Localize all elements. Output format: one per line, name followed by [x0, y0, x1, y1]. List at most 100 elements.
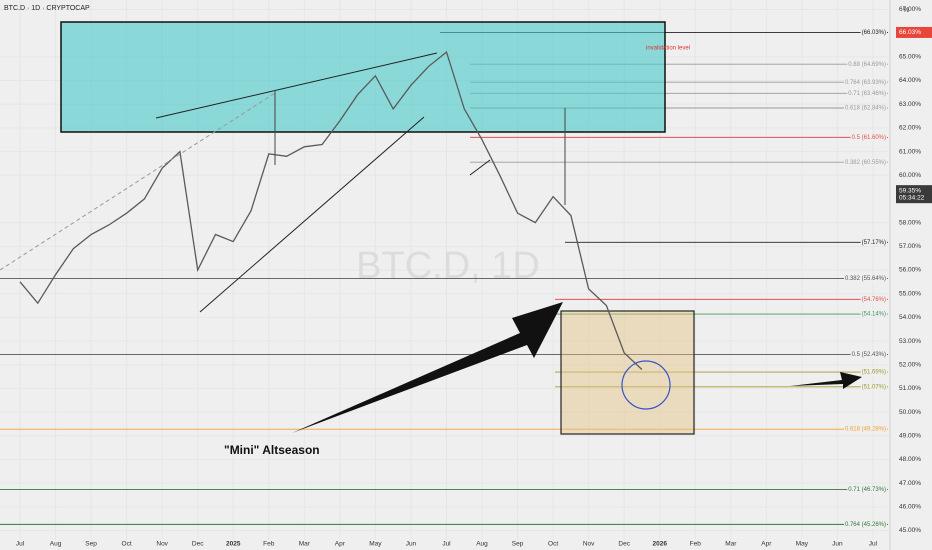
level-label: 0.764 (63.93%) — [845, 80, 886, 86]
price-label: 59.35% — [899, 187, 921, 194]
level-label: 0.618 (62.84%) — [845, 106, 886, 112]
level-label-bg — [843, 276, 887, 283]
x-tick-label: Dec — [618, 541, 630, 548]
level-label-bg — [847, 487, 887, 494]
level-label-bg — [850, 134, 887, 141]
x-tick-label: Oct — [122, 541, 132, 548]
y-tick-label: 46.00% — [899, 504, 921, 511]
level-label-bg — [843, 105, 887, 112]
price-label-box — [896, 185, 932, 204]
x-tick-label: Jul — [16, 541, 25, 548]
level-label-bg — [843, 426, 887, 433]
x-tick-label: 2026 — [652, 541, 667, 548]
x-tick-label: Nov — [156, 541, 168, 548]
price-label-box — [896, 26, 932, 38]
level-label: 0.618 (49.28%) — [845, 427, 886, 433]
resistance-box — [60, 21, 666, 133]
x-tick-label: Jul — [869, 541, 878, 548]
watermark: BTC.D, 1D — [356, 245, 540, 287]
arrow — [790, 372, 862, 389]
chart-title: BTC.D · 1D · CRYPTOCAP — [4, 5, 90, 12]
y-tick-label: 65.00% — [899, 54, 921, 61]
x-tick-label: Feb — [263, 541, 275, 548]
trend-line — [199, 116, 425, 313]
x-tick-label: Jul — [442, 541, 451, 548]
y-tick-label: 62.00% — [899, 125, 921, 132]
trend-line — [155, 52, 438, 119]
level-label: (54.14%) — [862, 312, 886, 318]
x-tick-label: Apr — [761, 541, 772, 548]
y-tick-label: 64.00% — [899, 77, 921, 84]
y-tick-label: 48.00% — [899, 456, 921, 463]
y-tick-label: 53.00% — [899, 338, 921, 345]
price-label: 66.03% — [899, 29, 921, 36]
x-tick-label: Jun — [406, 541, 417, 548]
x-tick-label: Apr — [335, 541, 346, 548]
y-tick-label: 47.00% — [899, 480, 921, 487]
x-tick-label: Nov — [583, 541, 595, 548]
levels: (66.03%) 0.88 (64.69%) 0.764 (63.93%) 0.71 … — [0, 30, 888, 528]
level-label: 0.88 (64.69%) — [848, 62, 886, 68]
x-tick-label: Oct — [548, 541, 558, 548]
y-tick-label: 61.00% — [899, 148, 921, 155]
y-tick-label: 60.00% — [899, 172, 921, 179]
y-tick-label: 56.00% — [899, 267, 921, 274]
level-label-bg — [843, 79, 887, 86]
x-tick-label: Mar — [725, 541, 737, 548]
level-label-bg — [860, 369, 887, 376]
y-tick-label: 49.00% — [899, 433, 921, 440]
x-tick-label: Mar — [299, 541, 311, 548]
y-tick-label: 57.00% — [899, 243, 921, 250]
annotation: invalidation level — [646, 46, 690, 52]
level-label: 0.5 (61.60%) — [852, 135, 886, 141]
grid — [0, 0, 890, 540]
y-tick-label: 45.00% — [899, 527, 921, 534]
level-label-bg — [847, 90, 887, 97]
unit-header: % — [903, 7, 909, 14]
level-label: 0.71 (63.46%) — [848, 91, 886, 97]
x-tick-label: May — [796, 541, 809, 548]
highlight-circle — [621, 360, 671, 410]
price-line — [19, 51, 643, 370]
level-label: (51.69%) — [862, 370, 886, 376]
level-label: 0.382 (55.64%) — [845, 276, 886, 282]
level-label: (51.07%) — [862, 384, 886, 390]
level-label-bg — [860, 384, 887, 391]
y-axis: 45.00% 46.00% 47.00% 48.00% 49.00% 50.00% 51.0… — [896, 6, 932, 534]
level-label: 0.382 (60.55%) — [845, 160, 886, 166]
arrow — [292, 302, 563, 433]
x-tick-label: Jun — [832, 541, 843, 548]
level-label-bg — [847, 61, 887, 68]
level-label: 0.5 (52.43%) — [852, 352, 886, 358]
x-tick-label: Sep — [512, 541, 524, 548]
x-tick-label: May — [369, 541, 382, 548]
level-label: (66.03%) — [862, 30, 886, 36]
level-label-bg — [860, 296, 887, 303]
y-tick-label: 54.00% — [899, 314, 921, 321]
x-tick-label: Aug — [476, 541, 488, 548]
y-tick-label: 63.00% — [899, 101, 921, 108]
level-label: 0.71 (46.73%) — [848, 487, 886, 493]
annotation: "Mini" Altseason — [224, 443, 320, 457]
plot — [19, 51, 643, 370]
level-label-bg — [860, 30, 887, 37]
level-label: (54.76%) — [862, 297, 886, 303]
y-tick-label: 50.00% — [899, 409, 921, 416]
trend-line — [0, 92, 276, 271]
level-label-bg — [843, 521, 887, 528]
y-tick-label: 55.00% — [899, 290, 921, 297]
countdown: 05:34:22 — [899, 194, 925, 201]
level-label: 0.764 (45.26%) — [845, 522, 886, 528]
y-tick-label: 58.00% — [899, 219, 921, 226]
trend-line — [469, 159, 491, 176]
level-label-bg — [860, 239, 887, 246]
x-tick-label: Feb — [690, 541, 702, 548]
level-label-bg — [860, 311, 887, 318]
level-label-bg — [850, 352, 887, 359]
y-tick-label: 52.00% — [899, 361, 921, 368]
x-tick-label: 2025 — [226, 541, 241, 548]
y-tick-label: 67.00% — [899, 6, 921, 13]
level-label: (57.17%) — [862, 240, 886, 246]
x-tick-label: Aug — [50, 541, 62, 548]
